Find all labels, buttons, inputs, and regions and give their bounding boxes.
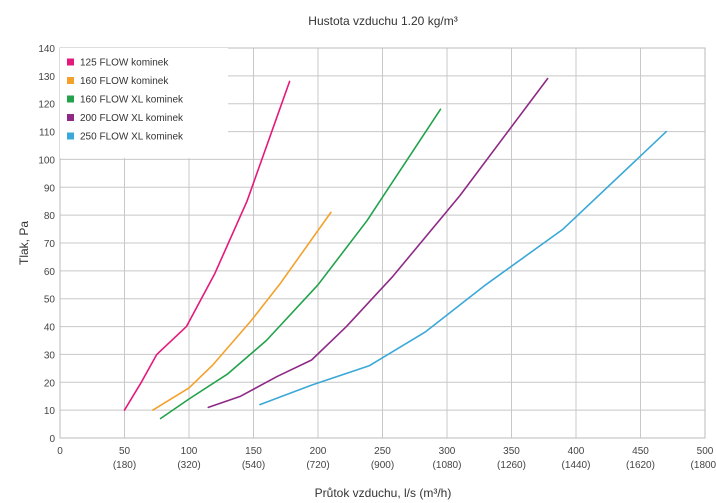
x-tick-label: 100 — [181, 446, 198, 457]
legend-swatch — [67, 95, 74, 103]
x-tick-label: 50 — [119, 446, 131, 457]
x-tick-label: 250 — [374, 446, 391, 457]
y-tick-label: 80 — [44, 211, 56, 222]
y-tick-label: 0 — [49, 434, 55, 445]
y-axis-ticks: 0 10 20 30 40 50 60 70 80 90 100 110 120 130 140 — [38, 44, 55, 445]
y-tick-label: 60 — [44, 267, 56, 278]
series-line-3 — [159, 108, 442, 420]
y-tick-label: 120 — [38, 100, 55, 111]
series-line-5 — [259, 130, 668, 406]
legend-label: 125 FLOW kominek — [80, 58, 169, 69]
legend: 125 FLOW kominek 160 FLOW kominek 160 FLOW… — [60, 48, 228, 158]
y-tick-label: 30 — [44, 350, 56, 361]
x-tick-label: 450 — [632, 446, 649, 457]
legend-swatch — [67, 58, 74, 66]
y-tick-label: 20 — [44, 378, 56, 389]
y-axis-label: Tlak, Pa — [17, 221, 31, 265]
plot-area-frame — [59, 47, 706, 439]
x-tick-label: 350 — [503, 446, 520, 457]
x-tick-sublabel: (1620) — [626, 460, 655, 471]
series-line-2 — [152, 211, 332, 411]
x-tick-label: 200 — [310, 446, 327, 457]
y-tick-label: 100 — [38, 155, 55, 166]
legend-box — [60, 48, 228, 158]
x-tick-sublabel: (540) — [242, 460, 265, 471]
series-lines — [123, 77, 668, 420]
series-line-1 — [123, 80, 291, 411]
y-tick-label: 50 — [44, 295, 56, 306]
x-tick-sublabel: (1260) — [497, 460, 526, 471]
x-tick-label: 150 — [245, 446, 262, 457]
y-tick-label: 110 — [39, 128, 55, 139]
x-axis-ticks: 0 50 (180) 100 (320) 150 (540) 200 (720) 250 (900)… — [57, 446, 716, 471]
chart-title: Hustota vzduchu 1.20 kg/m³ — [308, 14, 457, 28]
legend-label: 160 FLOW XL kominek — [80, 95, 184, 106]
y-tick-label: 70 — [44, 239, 56, 250]
x-tick-sublabel: (320) — [177, 460, 200, 471]
x-tick-sublabel: (1800) — [691, 460, 716, 471]
x-axis-label: Průtok vzduchu, l/s (m³/h) — [315, 486, 452, 500]
legend-swatch — [67, 77, 74, 84]
legend-swatch — [67, 132, 74, 140]
x-tick-sublabel: (720) — [306, 460, 329, 471]
x-tick-label: 400 — [568, 446, 585, 457]
y-tick-label: 40 — [44, 323, 56, 334]
y-tick-label: 10 — [44, 406, 56, 417]
y-tick-label: 140 — [38, 44, 55, 55]
legend-label: 160 FLOW kominek — [80, 76, 169, 87]
x-tick-sublabel: (1080) — [433, 460, 462, 471]
legend-label: 250 FLOW XL kominek — [80, 132, 184, 143]
x-tick-label: 0 — [57, 446, 63, 457]
y-tick-label: 130 — [38, 72, 55, 83]
x-tick-sublabel: (900) — [371, 460, 394, 471]
y-tick-label: 90 — [44, 183, 56, 194]
x-tick-label: 300 — [439, 446, 456, 457]
x-tick-label: 500 — [697, 446, 714, 457]
legend-swatch — [67, 114, 74, 121]
x-tick-sublabel: (1440) — [562, 460, 591, 471]
x-tick-sublabel: (180) — [113, 460, 136, 471]
legend-label: 200 FLOW XL kominek — [80, 113, 184, 124]
series-line-4 — [207, 77, 549, 409]
